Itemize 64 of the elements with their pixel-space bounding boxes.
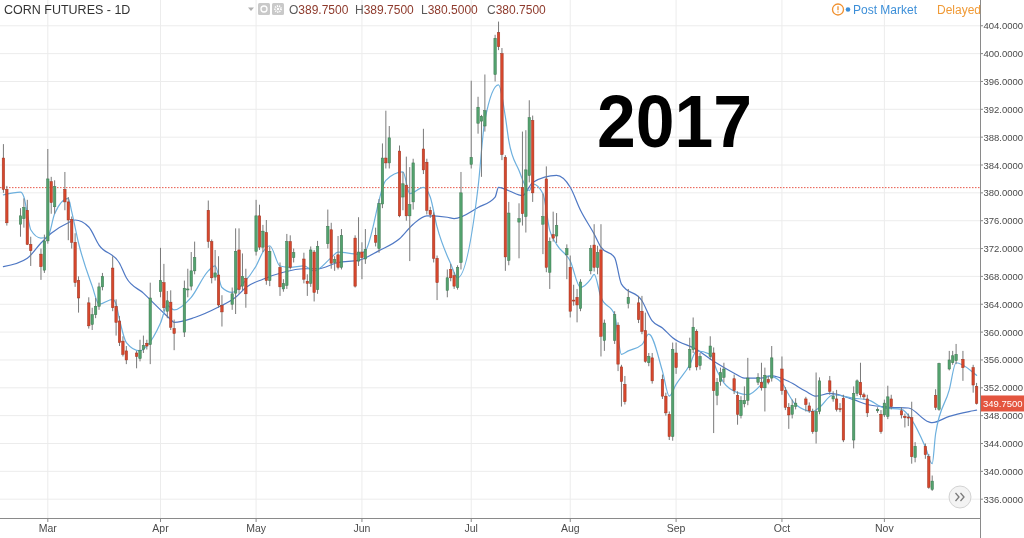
chart-title: CORN FUTURES - 1D	[4, 3, 131, 17]
y-tick-label: 388.0000	[983, 131, 1024, 143]
y-tick-label: 356.0000	[983, 354, 1024, 366]
x-tick-label: Aug	[560, 522, 580, 534]
y-tick-label: 380.0000	[983, 187, 1024, 199]
candlestick	[596, 245, 600, 275]
candlestick	[445, 268, 449, 298]
annotation: H389.7500	[355, 3, 415, 17]
candlestick	[746, 357, 750, 406]
candlestick	[759, 362, 763, 392]
candlestick	[49, 176, 53, 215]
y-tick-label: 364.0000	[983, 298, 1024, 310]
candlestick	[835, 389, 839, 412]
y-tick-label: 400.0000	[983, 48, 1024, 60]
annotation: Post Market	[853, 3, 918, 17]
candlestick	[575, 288, 579, 323]
candlestick	[541, 193, 545, 255]
line-series	[2, 84, 978, 465]
price-tag: 349.7500	[981, 395, 1024, 412]
y-tick-label: 368.0000	[983, 270, 1024, 282]
y-tick-label: 336.0000	[983, 493, 1024, 505]
x-tick-label: Mar	[38, 522, 58, 534]
x-tick-label: Jun	[353, 522, 371, 534]
candlestick	[374, 227, 378, 247]
y-tick-label: 392.0000	[983, 103, 1024, 115]
annotation: 2017	[597, 80, 762, 163]
y-tick-label: 340.0000	[983, 465, 1024, 477]
candlestick	[592, 223, 596, 273]
candlestick	[859, 362, 862, 399]
candlestick	[53, 179, 57, 215]
y-tick-label: 360.0000	[983, 326, 1024, 338]
candlestick	[469, 80, 473, 169]
candlestick	[87, 296, 91, 330]
x-tick-label: Nov	[875, 522, 895, 534]
candlestick	[961, 350, 965, 382]
y-tick-label: 396.0000	[983, 75, 1024, 87]
candlestick	[736, 390, 740, 426]
y-tick-label: 404.0000	[983, 20, 1024, 32]
candlestick	[732, 374, 736, 395]
x-tick-label: Sep	[666, 522, 686, 534]
y-tick-label: 384.0000	[983, 159, 1024, 171]
y-tick-label: 344.0000	[983, 438, 1024, 449]
annotation: C380.7500	[487, 3, 547, 17]
annotation: L380.5000	[421, 3, 479, 17]
y-tick-label: 376.0000	[983, 215, 1024, 227]
y-tick-label: 352.0000	[983, 382, 1024, 394]
line-series	[2, 174, 978, 424]
x-tick-label: Jul	[464, 522, 478, 534]
annotation: O389.7500	[289, 3, 349, 17]
x-tick-label: Apr	[152, 522, 170, 534]
annotation: Delayed	[937, 3, 982, 17]
candlestick	[770, 345, 774, 383]
candlestick	[722, 362, 726, 383]
x-tick-label: Oct	[773, 522, 791, 534]
candlestick	[934, 388, 938, 411]
candlestick	[626, 288, 630, 309]
x-tick-label: May	[246, 522, 267, 534]
candlestick	[360, 241, 364, 280]
y-tick-label: 372.0000	[983, 243, 1024, 255]
candlestick	[674, 342, 678, 375]
candlestick	[565, 243, 569, 280]
y-tick-label: 348.0000	[983, 410, 1024, 422]
candlestick	[39, 248, 43, 281]
candlestick	[555, 212, 559, 244]
